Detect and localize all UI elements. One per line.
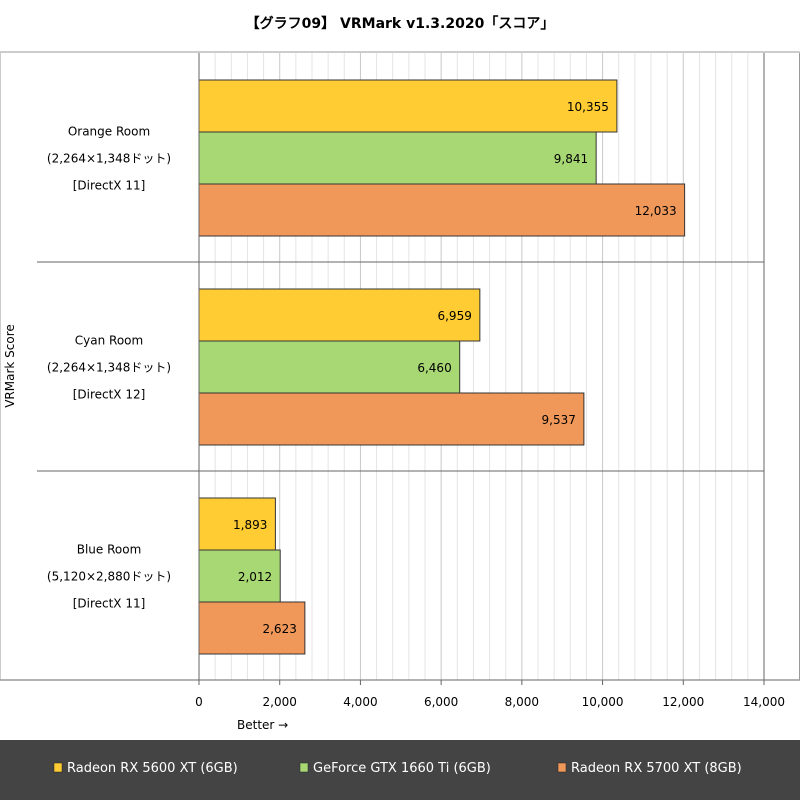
bar — [198, 497, 276, 551]
category-label: [DirectX 11] — [73, 597, 146, 611]
x-axis-label: Better → — [237, 718, 288, 732]
category-label: Blue Room — [77, 543, 142, 557]
bar — [198, 183, 686, 237]
category-label: (2,264×1,348ドット) — [47, 152, 171, 166]
category-label: Orange Room — [68, 125, 150, 139]
bar-value-label: 10,355 — [567, 100, 609, 114]
legend-entry: Radeon RX 5600 XT (6GB) — [67, 761, 238, 776]
legend-swatch — [557, 762, 567, 773]
bar — [198, 288, 481, 342]
bar — [198, 79, 618, 133]
x-tick-label: 10,000 — [582, 695, 624, 709]
category-label: (5,120×2,880ドット) — [47, 570, 171, 584]
legend-entry: GeForce GTX 1660 Ti (6GB) — [313, 761, 491, 776]
axis-layer: 0 2,000 4,000 6,000 8,000 10,000 12,000 14,000 — [0, 53, 800, 709]
legend: Radeon RX 5600 XT (6GB) GeForce GTX 1660 … — [0, 740, 800, 800]
legend-swatch — [53, 762, 63, 773]
bar-value-label: 2,623 — [262, 622, 296, 636]
x-tick-label: 6,000 — [424, 695, 458, 709]
category-label: [DirectX 12] — [73, 388, 146, 402]
legend-entry: Radeon RX 5700 XT (8GB) — [571, 761, 742, 776]
bar-value-label: 9,841 — [554, 152, 588, 166]
bar — [198, 549, 281, 603]
bar — [198, 131, 597, 185]
category-label: [DirectX 11] — [73, 179, 146, 193]
x-tick-label: 4,000 — [343, 695, 377, 709]
legend-background — [0, 740, 800, 800]
x-tick-label: 14,000 — [743, 695, 785, 709]
labels-layer: Orange Room (2,264×1,348ドット) [DirectX 11] C… — [47, 100, 677, 636]
x-tick-label: 2,000 — [263, 695, 297, 709]
bar — [198, 340, 461, 394]
x-tick-label: 8,000 — [505, 695, 539, 709]
bar-value-label: 9,537 — [542, 413, 576, 427]
bar-value-label: 6,959 — [437, 309, 471, 323]
x-tick-label: 0 — [195, 695, 203, 709]
bar-value-label: 12,033 — [635, 204, 677, 218]
bar — [198, 392, 585, 446]
chart-title: 【グラフ09】 VRMark v1.3.2020「スコア」 — [246, 15, 555, 32]
y-axis-label: VRMark Score — [3, 324, 17, 408]
bars-layer — [198, 79, 686, 655]
legend-swatch — [299, 762, 309, 773]
bar — [198, 601, 306, 655]
bar-value-label: 6,460 — [417, 361, 451, 375]
category-label: Cyan Room — [75, 334, 143, 348]
bar-value-label: 2,012 — [238, 570, 272, 584]
x-tick-label: 12,000 — [662, 695, 704, 709]
bar-value-label: 1,893 — [233, 518, 267, 532]
category-label: (2,264×1,348ドット) — [47, 361, 171, 375]
